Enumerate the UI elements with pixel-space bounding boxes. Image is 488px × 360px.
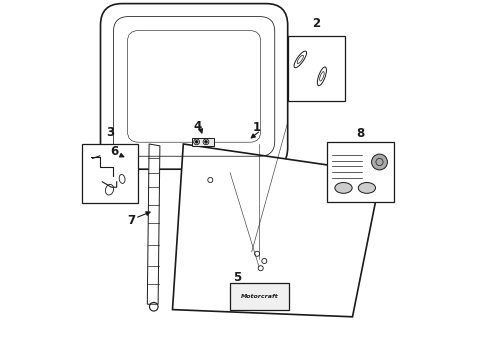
Text: 2: 2	[312, 17, 320, 30]
Text: Motorcraft: Motorcraft	[241, 294, 278, 298]
Circle shape	[371, 154, 386, 170]
Bar	[192, 138, 213, 146]
Circle shape	[204, 141, 206, 143]
Ellipse shape	[358, 183, 375, 193]
Text: 1: 1	[252, 121, 261, 134]
Text: 6: 6	[110, 145, 118, 158]
Circle shape	[195, 141, 197, 143]
Bar	[82, 144, 138, 203]
Bar	[287, 36, 345, 101]
Text: 5: 5	[233, 271, 241, 284]
Bar	[230, 283, 289, 310]
FancyBboxPatch shape	[101, 4, 287, 169]
Polygon shape	[147, 144, 160, 304]
Text: 8: 8	[356, 127, 364, 140]
Text: 7: 7	[127, 214, 135, 227]
Ellipse shape	[334, 183, 351, 193]
Polygon shape	[172, 144, 381, 317]
Text: 4: 4	[193, 120, 202, 133]
Text: 3: 3	[106, 126, 114, 139]
Bar	[326, 142, 393, 202]
